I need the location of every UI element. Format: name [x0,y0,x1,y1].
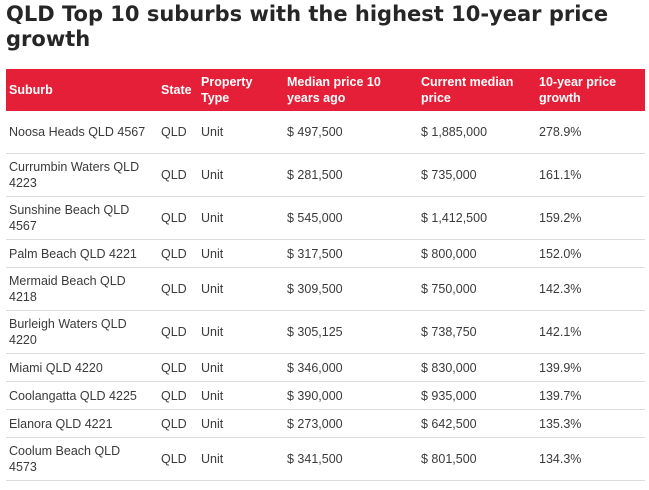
table-row: Sunshine Beach QLD 4567 QLD Unit $ 545,0… [6,196,645,240]
cell-growth: 139.7% [536,381,645,410]
column-header-suburb: Suburb [6,69,158,111]
cell-state: QLD [158,437,198,481]
cell-suburb: Miami QLD 4220 [6,353,158,382]
cell-growth: 278.9% [536,111,645,154]
cell-median-10y: $ 346,000 [284,353,418,382]
cell-current-median: $ 735,000 [418,153,536,197]
cell-suburb: Elanora QLD 4221 [6,409,158,438]
cell-property-type: Unit [198,196,284,240]
table-row: Noosa Heads QLD 4567 QLD Unit $ 497,500 … [6,111,645,154]
cell-median-10y: $ 545,000 [284,196,418,240]
cell-state: QLD [158,381,198,410]
cell-growth: 142.3% [536,267,645,311]
cell-property-type: Unit [198,437,284,481]
cell-state: QLD [158,353,198,382]
cell-current-median: $ 1,412,500 [418,196,536,240]
column-header-property-type: Property Type [198,69,284,111]
cell-property-type: Unit [198,381,284,410]
cell-current-median: $ 800,000 [418,239,536,268]
cell-property-type: Unit [198,153,284,197]
cell-property-type: Unit [198,409,284,438]
table-row: Burleigh Waters QLD 4220 QLD Unit $ 305,… [6,310,645,354]
cell-median-10y: $ 309,500 [284,267,418,311]
cell-current-median: $ 801,500 [418,437,536,481]
cell-suburb: Noosa Heads QLD 4567 [6,111,158,154]
cell-state: QLD [158,111,198,154]
cell-suburb: Currumbin Waters QLD 4223 [6,153,158,197]
cell-property-type: Unit [198,111,284,154]
table-row: Elanora QLD 4221 QLD Unit $ 273,000 $ 64… [6,409,645,438]
cell-current-median: $ 750,000 [418,267,536,311]
cell-state: QLD [158,153,198,197]
cell-property-type: Unit [198,239,284,268]
column-header-state: State [158,69,198,111]
cell-growth: 134.3% [536,437,645,481]
cell-property-type: Unit [198,353,284,382]
cell-growth: 139.9% [536,353,645,382]
cell-current-median: $ 738,750 [418,310,536,354]
cell-suburb: Coolangatta QLD 4225 [6,381,158,410]
cell-growth: 161.1% [536,153,645,197]
cell-state: QLD [158,196,198,240]
cell-suburb: Coolum Beach QLD 4573 [6,437,158,481]
cell-state: QLD [158,409,198,438]
cell-current-median: $ 1,885,000 [418,111,536,154]
cell-median-10y: $ 273,000 [284,409,418,438]
cell-current-median: $ 642,500 [418,409,536,438]
table-row: Mermaid Beach QLD 4218 QLD Unit $ 309,50… [6,267,645,311]
cell-median-10y: $ 317,500 [284,239,418,268]
cell-suburb: Sunshine Beach QLD 4567 [6,196,158,240]
table-header-row: Suburb State Property Type Median price … [6,69,645,111]
table-row: Coolangatta QLD 4225 QLD Unit $ 390,000 … [6,381,645,410]
column-header-median-10y: Median price 10 years ago [284,69,418,111]
table-row: Palm Beach QLD 4221 QLD Unit $ 317,500 $… [6,239,645,268]
cell-state: QLD [158,310,198,354]
suburb-growth-table: Suburb State Property Type Median price … [6,69,645,481]
cell-property-type: Unit [198,310,284,354]
cell-current-median: $ 830,000 [418,353,536,382]
cell-state: QLD [158,239,198,268]
cell-median-10y: $ 305,125 [284,310,418,354]
column-header-growth: 10-year price growth [536,69,645,111]
cell-suburb: Palm Beach QLD 4221 [6,239,158,268]
cell-suburb: Burleigh Waters QLD 4220 [6,310,158,354]
table-row: Currumbin Waters QLD 4223 QLD Unit $ 281… [6,153,645,197]
table-row: Coolum Beach QLD 4573 QLD Unit $ 341,500… [6,437,645,481]
cell-growth: 159.2% [536,196,645,240]
cell-property-type: Unit [198,267,284,311]
cell-median-10y: $ 390,000 [284,381,418,410]
cell-suburb: Mermaid Beach QLD 4218 [6,267,158,311]
page-title: QLD Top 10 suburbs with the highest 10-y… [6,2,609,51]
cell-median-10y: $ 281,500 [284,153,418,197]
cell-growth: 142.1% [536,310,645,354]
column-header-current-median: Current median price [418,69,536,111]
table-row: Miami QLD 4220 QLD Unit $ 346,000 $ 830,… [6,353,645,382]
cell-growth: 135.3% [536,409,645,438]
cell-median-10y: $ 341,500 [284,437,418,481]
cell-median-10y: $ 497,500 [284,111,418,154]
cell-growth: 152.0% [536,239,645,268]
cell-current-median: $ 935,000 [418,381,536,410]
cell-state: QLD [158,267,198,311]
